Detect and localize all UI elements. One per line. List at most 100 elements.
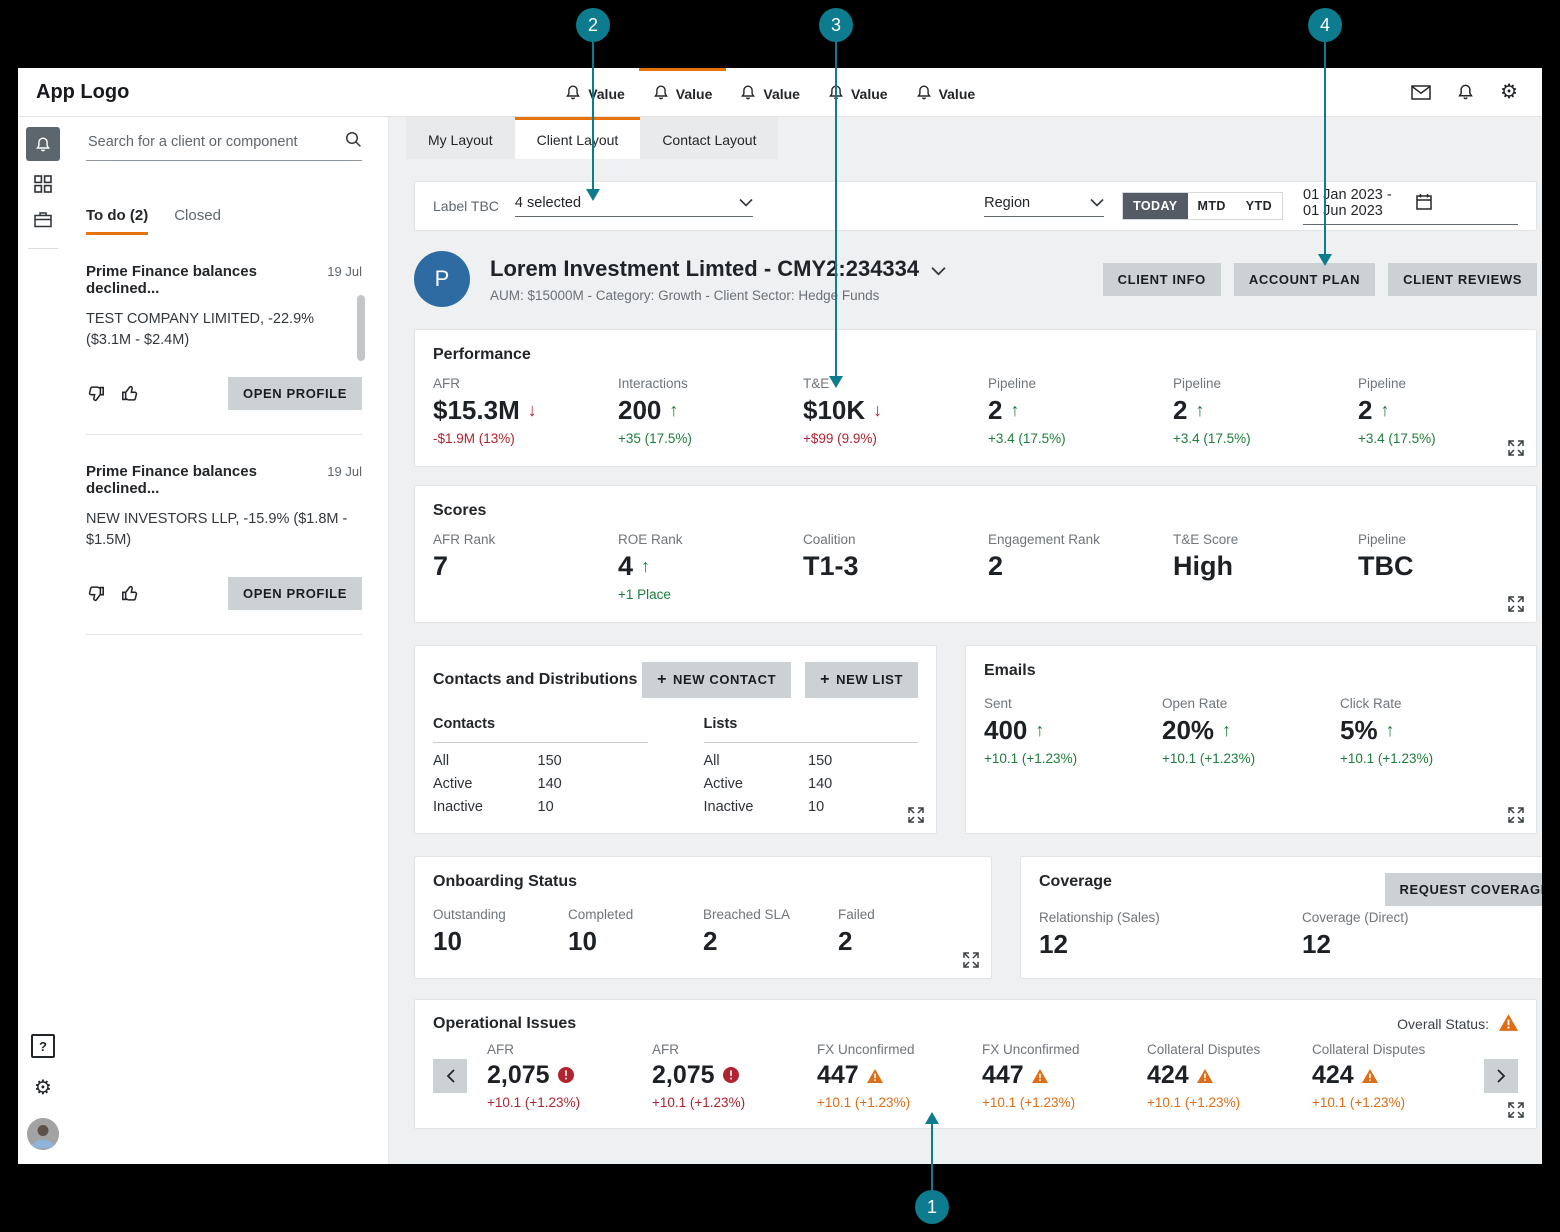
search-icon[interactable] bbox=[345, 131, 362, 153]
nav-label: Value bbox=[938, 85, 976, 102]
metric-engagement-rank: Engagement Rank 2 bbox=[988, 532, 1100, 581]
metric-sent: Sent 400 ↑ +10.1 (+1.23%) bbox=[984, 696, 1078, 766]
new-list-button[interactable]: + NEW LIST bbox=[805, 662, 918, 698]
sidebar-scrollbar[interactable] bbox=[357, 295, 365, 361]
nav-item-value-3[interactable]: Value bbox=[726, 68, 814, 116]
tab-my-layout[interactable]: My Layout bbox=[406, 117, 515, 159]
app-bar: App Logo Value Value Value Value Value bbox=[18, 68, 1542, 117]
metric-roe-rank: ROE Rank 4 ↑ +1 Place bbox=[618, 532, 683, 602]
search-input[interactable] bbox=[86, 133, 345, 151]
sidebar: ? ⚙ To do (2) Closed bbox=[18, 117, 389, 1164]
warning-icon bbox=[1499, 1014, 1518, 1034]
account-plan-button[interactable]: ACCOUNT PLAN bbox=[1233, 262, 1376, 296]
card-title: Scores bbox=[433, 502, 487, 519]
date-range-field[interactable]: 01 Jan 2023 - 01 Jun 2023 bbox=[1303, 187, 1518, 225]
callout-badge-1: 1 bbox=[915, 1190, 949, 1224]
open-profile-button[interactable]: OPEN PROFILE bbox=[228, 377, 362, 411]
callout-arrowhead-1 bbox=[925, 1112, 939, 1124]
tab-contact-layout[interactable]: Contact Layout bbox=[640, 117, 779, 159]
open-profile-button[interactable]: OPEN PROFILE bbox=[228, 577, 362, 611]
range-today-button[interactable]: TODAY bbox=[1123, 193, 1188, 219]
arrow-up-icon: ↑ bbox=[1195, 400, 1205, 420]
nav-label: Value bbox=[763, 85, 800, 102]
client-reviews-button[interactable]: CLIENT REVIEWS bbox=[1388, 262, 1537, 296]
contacts-list: Contacts All 150 Active 140 Inactive 10 bbox=[433, 716, 648, 815]
arrow-up-icon: ↑ bbox=[1385, 720, 1395, 740]
arrow-down-icon: ↓ bbox=[873, 400, 883, 420]
nav-label: Value bbox=[850, 85, 888, 102]
thumbs-down-icon[interactable] bbox=[86, 384, 105, 403]
metric-afr-rank: AFR Rank 7 bbox=[433, 532, 496, 581]
region-dropdown[interactable]: Region bbox=[984, 195, 1105, 217]
arrow-up-icon: ↑ bbox=[1222, 720, 1232, 740]
nav-item-value-2-active[interactable]: Value bbox=[638, 68, 727, 116]
bell-icon bbox=[916, 84, 932, 104]
dashboard-grid-icon[interactable] bbox=[34, 175, 52, 193]
app-bar-icons: ⚙ bbox=[1411, 68, 1542, 116]
scroll-right-button[interactable] bbox=[1484, 1059, 1518, 1093]
thumbs-up-icon[interactable] bbox=[121, 384, 140, 403]
warning-icon bbox=[1196, 1061, 1213, 1090]
expand-icon[interactable] bbox=[1508, 596, 1524, 612]
todo-title: Prime Finance balances declined... bbox=[86, 263, 257, 297]
list-header: Contacts bbox=[433, 716, 648, 743]
range-ytd-button[interactable]: YTD bbox=[1245, 199, 1272, 213]
notifications-bell-icon[interactable] bbox=[1457, 83, 1474, 101]
range-mtd-button[interactable]: MTD bbox=[1197, 199, 1226, 213]
client-info-button[interactable]: CLIENT INFO bbox=[1102, 262, 1221, 296]
notifications-rail-bell-icon[interactable] bbox=[26, 127, 60, 161]
metric-coalition: Coalition T1-3 bbox=[803, 532, 859, 581]
list-header: Lists bbox=[703, 716, 918, 743]
mail-icon[interactable] bbox=[1411, 84, 1431, 100]
thumbs-up-icon[interactable] bbox=[121, 584, 140, 603]
help-icon[interactable]: ? bbox=[31, 1034, 55, 1058]
arrow-up-icon: ↑ bbox=[669, 400, 679, 420]
request-coverage-button[interactable]: REQUEST COVERAGE bbox=[1384, 873, 1542, 906]
todo-card-1: Prime Finance balances declined... 19 Ju… bbox=[86, 263, 362, 436]
arrow-up-icon: ↑ bbox=[1380, 400, 1390, 420]
arrow-up-icon: ↑ bbox=[641, 556, 651, 576]
coverage-card: Coverage REQUEST COVERAGE Relationship (… bbox=[1020, 856, 1542, 979]
plus-icon: + bbox=[820, 671, 831, 688]
metric-ops-afr-1: AFR 2,075 +10.1 (+1.23%) bbox=[487, 1042, 581, 1110]
expand-icon[interactable] bbox=[1508, 1102, 1524, 1118]
rail-divider bbox=[28, 248, 58, 249]
multi-select-dropdown[interactable]: 4 selected bbox=[514, 195, 753, 217]
app-logo: App Logo bbox=[36, 80, 130, 103]
tab-todo[interactable]: To do (2) bbox=[86, 207, 149, 235]
nav-item-value-4[interactable]: Value bbox=[814, 68, 902, 116]
todo-body: NEW INVESTORS LLP, -15.9% ($1.8M - $1.5M… bbox=[86, 511, 348, 549]
chevron-down-icon bbox=[1090, 195, 1104, 211]
nav-label: Value bbox=[588, 85, 625, 102]
error-icon bbox=[557, 1061, 574, 1090]
tab-client-layout[interactable]: Client Layout bbox=[514, 117, 641, 159]
client-name: Lorem Investment Limted - CMY2:234334 bbox=[490, 255, 920, 281]
nav-item-value-1[interactable]: Value bbox=[551, 68, 639, 116]
callout-line-1 bbox=[931, 1124, 933, 1190]
expand-icon[interactable] bbox=[908, 807, 924, 823]
metric-pipeline-2: Pipeline 2 ↑ +3.4 (17.5%) bbox=[1173, 376, 1251, 446]
main-area: My Layout Client Layout Contact Layout L… bbox=[389, 117, 1542, 1164]
chevron-down-icon[interactable] bbox=[931, 256, 946, 282]
layout-tabs: My Layout Client Layout Contact Layout bbox=[406, 117, 1542, 159]
expand-icon[interactable] bbox=[963, 952, 979, 968]
tab-closed[interactable]: Closed bbox=[174, 207, 221, 224]
expand-icon[interactable] bbox=[1508, 440, 1524, 456]
thumbs-down-icon[interactable] bbox=[86, 584, 105, 603]
metric-pipeline-1: Pipeline 2 ↑ +3.4 (17.5%) bbox=[988, 376, 1066, 446]
rail-settings-gear-icon[interactable]: ⚙ bbox=[34, 1077, 52, 1099]
scroll-left-button[interactable] bbox=[433, 1059, 467, 1093]
divider bbox=[86, 634, 362, 636]
callout-arrowhead-2 bbox=[586, 189, 600, 201]
callout-arrowhead-3 bbox=[829, 376, 843, 388]
new-contact-button[interactable]: + NEW CONTACT bbox=[642, 662, 792, 698]
settings-gear-icon[interactable]: ⚙ bbox=[1500, 81, 1518, 103]
user-avatar[interactable] bbox=[27, 1118, 59, 1150]
nav-item-value-5[interactable]: Value bbox=[902, 68, 990, 116]
date-range-toggle: TODAY MTD YTD bbox=[1122, 192, 1283, 220]
briefcase-icon[interactable] bbox=[34, 211, 52, 228]
top-nav: Value Value Value Value Value bbox=[551, 68, 989, 116]
expand-icon[interactable] bbox=[1508, 807, 1524, 823]
callout-line-3 bbox=[835, 42, 837, 376]
divider bbox=[86, 434, 362, 436]
